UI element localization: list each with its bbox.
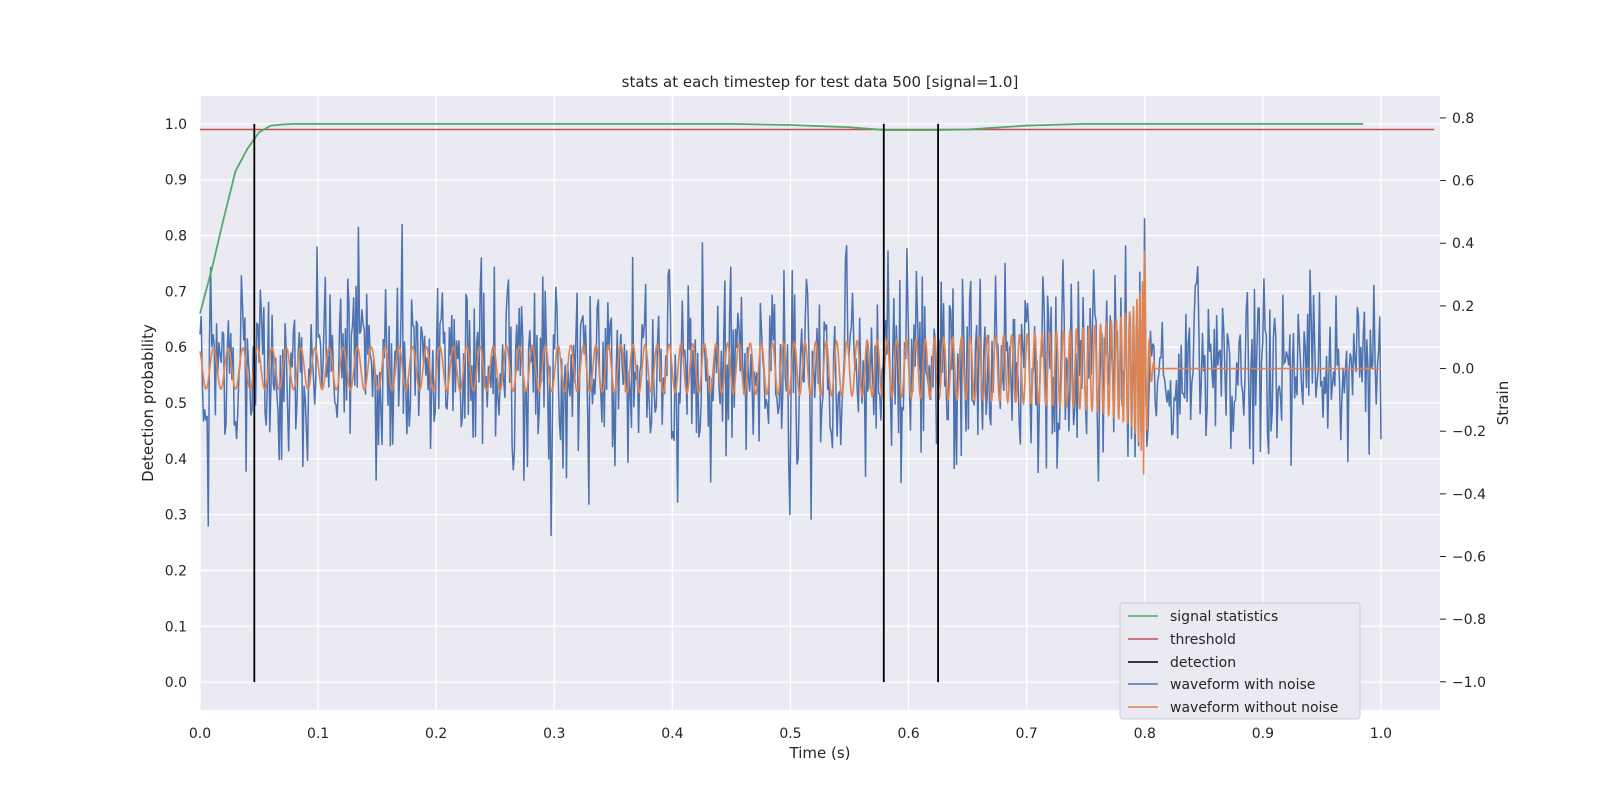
- legend: signal statistics threshold detection wa…: [1119, 602, 1361, 720]
- right-tick-label: 0.2: [1452, 299, 1474, 315]
- x-tick-label: 0.0: [189, 726, 211, 742]
- x-tick-label: 0.2: [425, 726, 447, 742]
- x-tick-label: 0.8: [1134, 726, 1156, 742]
- x-tick-label: 0.4: [661, 726, 683, 742]
- legend-label-waveform-without-noise: waveform without noise: [1170, 700, 1338, 716]
- x-axis-ticks: 0.0 0.1 0.2 0.3 0.4 0.5 0.6 0.7 0.8 0.9 1.0: [189, 726, 1392, 742]
- y-tick-label: 0.5: [165, 396, 187, 412]
- y-tick-label: 0.8: [165, 229, 187, 245]
- right-axis-label: Strain: [1494, 381, 1512, 425]
- chart-title: stats at each timestep for test data 500…: [622, 73, 1019, 91]
- y-tick-label: 0.6: [165, 340, 187, 356]
- y-tick-label: 0.9: [165, 173, 187, 189]
- x-axis-label: Time (s): [789, 744, 851, 762]
- y-tick-label: 0.2: [165, 563, 187, 579]
- right-tick-label: −0.2: [1452, 424, 1486, 440]
- series-layer: [199, 123, 1435, 683]
- legend-label-detection: detection: [1170, 655, 1236, 671]
- x-tick-label: 0.1: [307, 726, 329, 742]
- x-tick-label: 0.5: [779, 726, 801, 742]
- right-tick-label: 0.0: [1452, 362, 1474, 378]
- right-tick-label: 0.8: [1452, 111, 1474, 127]
- right-tick-label: −0.6: [1452, 550, 1486, 566]
- x-tick-label: 1.0: [1370, 726, 1392, 742]
- y-tick-label: 0.0: [165, 675, 187, 691]
- right-axis-ticks: −1.0 −0.8 −0.6 −0.4 −0.2 0.0 0.2 0.4 0.6 0.8: [1440, 111, 1486, 691]
- right-tick-label: 0.6: [1452, 174, 1474, 190]
- right-tick-label: −0.4: [1452, 487, 1486, 503]
- y-axis-ticks: 0.0 0.1 0.2 0.3 0.4 0.5 0.6 0.7 0.8 0.9 1.0: [165, 117, 187, 691]
- y-tick-label: 0.3: [165, 508, 187, 524]
- series-signal-statistics: [199, 123, 1364, 314]
- legend-box: [1119, 602, 1361, 720]
- right-tick-label: −1.0: [1452, 675, 1486, 691]
- y-tick-label: 0.4: [165, 452, 187, 468]
- x-tick-label: 0.3: [543, 726, 565, 742]
- y-tick-label: 0.7: [165, 284, 187, 300]
- legend-label-threshold: threshold: [1170, 632, 1236, 648]
- right-tick-label: 0.4: [1452, 236, 1474, 252]
- legend-label-signal-statistics: signal statistics: [1170, 609, 1278, 625]
- y-tick-label: 0.1: [165, 619, 187, 635]
- legend-label-waveform-with-noise: waveform with noise: [1170, 677, 1315, 693]
- series-waveform-with-noise: [199, 218, 1382, 536]
- y-tick-label: 1.0: [165, 117, 187, 133]
- x-tick-label: 0.7: [1016, 726, 1038, 742]
- x-tick-label: 0.6: [897, 726, 919, 742]
- right-tick-label: −0.8: [1452, 612, 1486, 628]
- x-tick-label: 0.9: [1252, 726, 1274, 742]
- series-waveform-without-noise: [199, 250, 1381, 475]
- y-axis-label: Detection probability: [139, 324, 157, 482]
